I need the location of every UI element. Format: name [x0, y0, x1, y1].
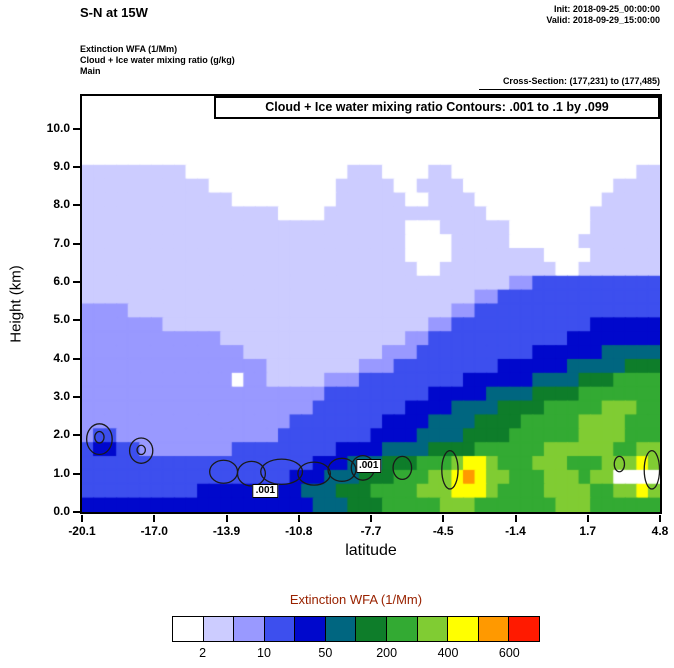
y-tick-label: 4.0 [53, 350, 70, 365]
y-tick-mark [73, 165, 81, 168]
colorbar-title: Extinction WFA (1/Mm) [289, 592, 423, 607]
colorbar-cell [203, 617, 235, 641]
cloud-contour [392, 455, 413, 481]
cloud-contour-overlay [85, 423, 660, 490]
y-tick-label: 5.0 [53, 312, 70, 327]
x-tick-label: -10.8 [285, 524, 313, 538]
x-tick-label: 4.8 [651, 524, 669, 538]
contour-info-box: Cloud + Ice water mixing ratio Contours:… [214, 96, 660, 119]
y-tick-mark [73, 242, 81, 245]
extinction-heatmap [82, 96, 660, 512]
x-tick-mark [659, 515, 661, 522]
x-tick-label: 1.7 [579, 524, 597, 538]
plot-area: Cloud + Ice water mixing ratio Contours:… [80, 94, 662, 514]
cloud-contour [94, 430, 105, 444]
colorbar-cell [387, 617, 418, 641]
y-tick-label: 6.0 [53, 273, 70, 288]
cloud-contour [136, 444, 147, 456]
cloud-contour [260, 458, 304, 486]
x-tick-mark [442, 515, 445, 522]
cloud-contour [209, 459, 239, 484]
x-tick-label: -1.4 [505, 524, 526, 538]
colorbar-cell [478, 617, 510, 641]
colorbar-cell [448, 617, 479, 641]
y-tick-label: 7.0 [53, 235, 70, 250]
y-tick-label: 9.0 [53, 158, 70, 173]
y-tick-mark [73, 472, 81, 475]
cloud-contour [643, 450, 660, 490]
colorbar-cell [173, 617, 204, 641]
cloud-contour [128, 437, 154, 464]
x-tick-mark [514, 515, 517, 522]
x-tick-label: -20.1 [68, 524, 96, 538]
y-tick-label: 8.0 [53, 197, 70, 212]
colorbar-labels: 2 10 50 200 400 600 [172, 646, 540, 662]
x-tick-label: -13.9 [212, 524, 241, 538]
x-tick-mark [370, 515, 372, 522]
contour-label: .001 [355, 458, 382, 473]
y-tick-mark [73, 434, 81, 437]
cloud-contour [297, 461, 332, 486]
cloud-contour [236, 460, 267, 487]
colorbar-tick-label: 10 [257, 646, 271, 660]
y-tick-mark [73, 127, 81, 130]
colorbar-cell [509, 617, 539, 641]
cloud-contour [327, 457, 357, 482]
init-time: Init: 2018-09-25_00:00:00 [553, 4, 660, 14]
colorbar-cell [417, 617, 449, 641]
field-list: Extinction WFA (1/Mm) Cloud + Ice water … [80, 44, 235, 77]
y-tick-mark [73, 280, 81, 283]
cloud-contour [441, 450, 459, 490]
valid-time: Valid: 2018-09-29_15:00:00 [546, 15, 660, 25]
x-tick-mark [81, 515, 83, 522]
x-tick-mark [153, 515, 156, 522]
colorbar-cell [356, 617, 388, 641]
y-tick-mark [73, 204, 81, 207]
y-tick-label: 10.0 [46, 120, 70, 135]
colorbar-cell [264, 617, 296, 641]
y-tick-mark [73, 511, 81, 513]
colorbar-cell [295, 617, 326, 641]
x-tick-mark [297, 515, 300, 522]
x-axis-title: latitude [345, 542, 397, 559]
y-tick-mark [73, 319, 81, 322]
contour-label: .001 [252, 483, 279, 498]
cloud-contour [85, 423, 113, 456]
x-tick-label: -4.5 [432, 524, 454, 538]
colorbar-tick-label: 600 [498, 646, 520, 660]
y-tick-label: 2.0 [53, 427, 70, 442]
cloud-contour [613, 455, 626, 473]
x-tick-label: -17.0 [140, 524, 168, 538]
x-tick-mark [586, 515, 589, 522]
y-tick-mark [73, 357, 81, 360]
colorbar-cell [325, 617, 357, 641]
y-tick-label: 3.0 [53, 388, 70, 403]
field-cloud-ice: Cloud + Ice water mixing ratio (g/kg) [80, 55, 235, 65]
page-title: S-N at 15W [80, 5, 148, 20]
field-main: Main [80, 66, 101, 76]
y-tick-label: 0.0 [53, 504, 70, 518]
x-tick-mark [225, 515, 228, 522]
y-tick-mark [73, 395, 81, 398]
y-tick-label: 1.0 [53, 465, 70, 480]
cross-section-label: Cross-Section: (177,231) to (177,485) [478, 76, 660, 90]
field-extinction: Extinction WFA (1/Mm) [80, 44, 178, 54]
x-tick-label: -7.7 [360, 524, 382, 538]
colorbar-tick-label: 400 [437, 646, 459, 660]
colorbar-tick-label: 200 [376, 646, 398, 660]
y-axis-title: Height (km) [7, 265, 25, 343]
run-times: Init: 2018-09-25_00:00:00 Valid: 2018-09… [546, 4, 660, 26]
colorbar-tick-label: 2 [199, 646, 207, 660]
colorbar [172, 616, 540, 642]
colorbar-tick-label: 50 [318, 646, 333, 660]
colorbar-cell [234, 617, 265, 641]
